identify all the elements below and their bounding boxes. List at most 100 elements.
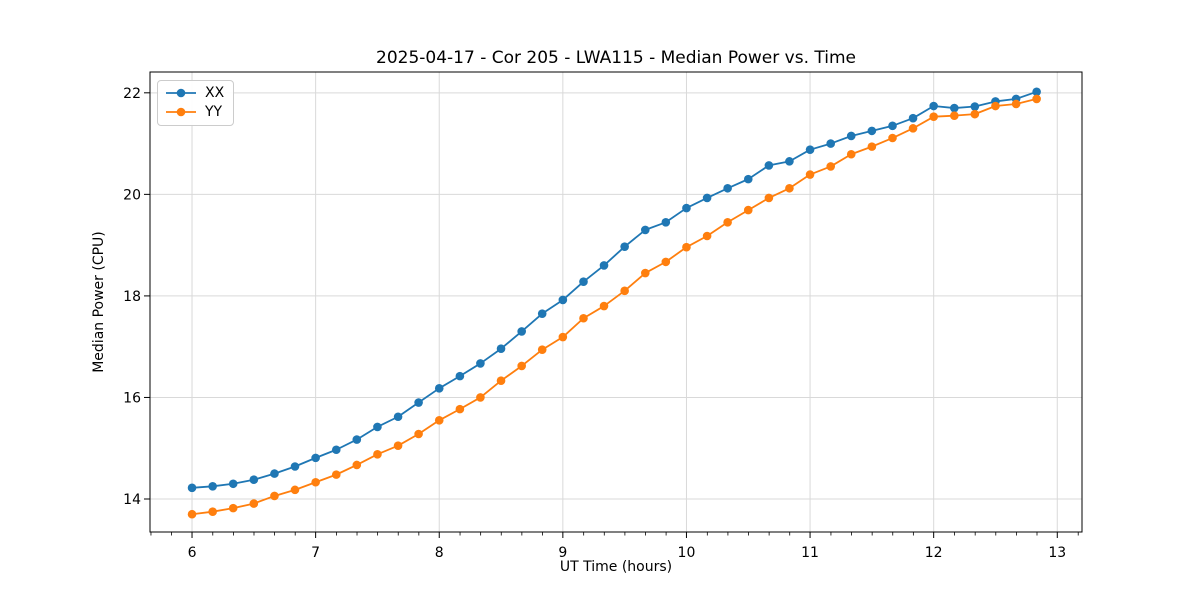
x-tick-label: 8 [435, 545, 444, 561]
axis-ticks [144, 92, 1079, 538]
y-tick-label: 20 [123, 187, 141, 203]
data-point-YY [187, 509, 197, 519]
data-point-XX [723, 183, 732, 193]
data-point-YY [867, 142, 877, 151]
data-point-YY [846, 149, 856, 159]
data-point-XX [743, 174, 753, 184]
data-point-XX [558, 295, 568, 305]
data-point-XX [517, 327, 526, 336]
data-point-YY [991, 101, 1000, 111]
data-point-XX [599, 261, 609, 270]
data-point-XX [228, 479, 238, 489]
data-point-YY [455, 404, 465, 414]
data-point-YY [620, 286, 629, 296]
data-point-YY [723, 217, 732, 227]
data-point-YY [888, 133, 897, 143]
data-point-XX [950, 103, 959, 113]
data-point-XX [434, 384, 444, 393]
chart-title: 2025-04-17 - Cor 205 - LWA115 - Median P… [376, 48, 856, 68]
data-point-XX [826, 139, 836, 148]
x-tick-label: 9 [558, 545, 567, 561]
data-point-YY [393, 441, 403, 450]
data-point-XX [187, 483, 197, 493]
data-point-YY [311, 477, 320, 487]
data-point-YY [702, 231, 712, 241]
data-point-YY [476, 393, 485, 402]
data-point-XX [414, 398, 423, 407]
data-point-YY [950, 111, 959, 120]
y-tick-label: 14 [123, 492, 141, 508]
data-point-XX [764, 161, 774, 170]
legend: XX YY [157, 80, 235, 126]
data-point-YY [764, 193, 774, 203]
legend-line-marker-icon [166, 107, 196, 117]
series-XX [187, 87, 1041, 493]
y-tick-label: 16 [123, 390, 141, 406]
y-tick-label: 18 [123, 289, 141, 305]
x-tick-label: 13 [1048, 545, 1066, 561]
tick-labels: 6 7 8 9 10 11 12 13 14 16 18 20 22 [123, 86, 1066, 561]
data-point-YY [331, 470, 341, 479]
data-point-YY [249, 499, 259, 508]
data-point-YY [434, 416, 444, 425]
x-tick-label: 10 [678, 545, 696, 561]
x-tick-label: 12 [925, 545, 943, 561]
data-point-YY [352, 460, 362, 470]
data-point-XX [702, 193, 712, 203]
x-axis-label: UT Time (hours) [559, 559, 673, 575]
axes-frame [149, 71, 1083, 533]
data-point-YY [908, 124, 918, 133]
data-point-YY [785, 183, 794, 193]
data-point-XX [208, 482, 217, 491]
data-point-XX [908, 113, 918, 123]
data-point-YY [929, 112, 938, 121]
data-point-XX [929, 101, 938, 111]
data-point-XX [476, 359, 485, 368]
data-point-XX [579, 277, 588, 286]
data-point-XX [455, 371, 465, 381]
data-point-YY [496, 376, 506, 385]
data-point-YY [558, 332, 568, 342]
data-point-XX [805, 145, 815, 154]
data-point-YY [517, 361, 526, 371]
x-tick-label: 11 [801, 545, 819, 561]
data-point-XX [331, 445, 341, 455]
data-point-YY [1011, 99, 1021, 109]
data-point-YY [208, 507, 217, 516]
data-point-XX [682, 203, 691, 213]
data-point-XX [785, 157, 794, 166]
data-point-YY [599, 301, 609, 311]
data-point-XX [888, 121, 897, 131]
data-point-YY [970, 109, 980, 119]
grid-lines [150, 72, 1082, 532]
data-point-YY [640, 268, 650, 278]
data-point-XX [661, 217, 671, 227]
legend-label: YY [205, 104, 223, 120]
data-point-XX [249, 475, 259, 485]
x-tick-label: 6 [188, 545, 197, 561]
data-point-YY [682, 242, 691, 252]
data-point-XX [1032, 87, 1041, 97]
data-point-XX [373, 422, 382, 432]
data-point-YY [1032, 94, 1041, 104]
data-point-YY [290, 485, 300, 495]
data-point-YY [826, 162, 836, 171]
data-point-YY [579, 313, 588, 323]
data-point-YY [270, 491, 279, 501]
data-point-XX [620, 242, 629, 251]
legend-item-xx: XX [165, 85, 224, 101]
data-point-XX [846, 131, 856, 141]
data-point-XX [311, 453, 320, 463]
x-tick-label: 7 [311, 545, 320, 561]
y-tick-label: 22 [123, 86, 141, 102]
data-point-XX [537, 309, 547, 318]
data-point-XX [640, 225, 650, 235]
data-point-YY [743, 205, 753, 215]
data-point-XX [270, 469, 279, 478]
data-point-XX [352, 435, 362, 444]
data-point-XX [393, 412, 403, 422]
data-point-YY [805, 170, 815, 179]
data-point-YY [373, 450, 382, 459]
data-point-YY [537, 345, 547, 355]
